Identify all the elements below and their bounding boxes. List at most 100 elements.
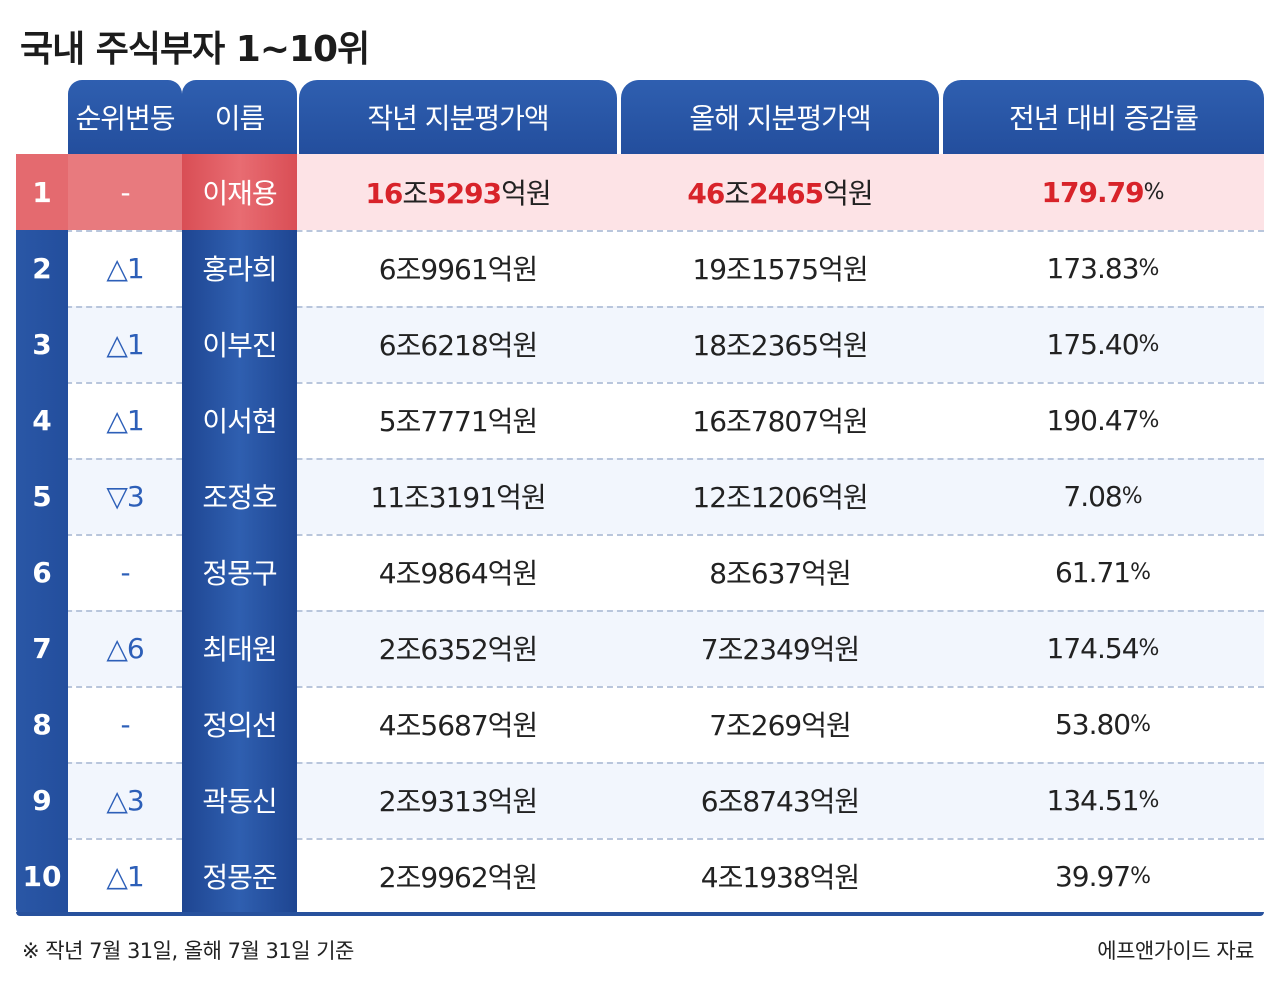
last-year-value-part: 억원 — [487, 861, 539, 894]
this-year-value-part: 조 — [726, 405, 752, 438]
this-year-value-part: 2465 — [749, 177, 824, 210]
change-rate-value: 61.71 — [1054, 555, 1131, 589]
last-year-value-cell: 6조9961억원 — [297, 230, 619, 306]
this-year-value-part: 7 — [700, 633, 719, 666]
rank-cell: 4 — [32, 403, 52, 437]
last-year-value-part: 6352 — [420, 633, 488, 666]
last-year-value-part: 2 — [378, 633, 397, 666]
change-column-top-highlight — [68, 154, 182, 230]
this-year-value-cell: 4조1938억원 — [619, 838, 941, 914]
this-year-value-part: 억원 — [809, 633, 861, 666]
this-year-value-part: 조 — [726, 481, 752, 514]
last-year-value-part: 조 — [395, 557, 422, 590]
this-year-value-part: 7 — [709, 709, 727, 742]
header-change-rate: 전년 대비 증감률 — [943, 80, 1264, 154]
change-rate-unit: % — [1121, 483, 1143, 509]
name-cell: 이재용 — [202, 177, 277, 210]
rank-change-cell: - — [120, 707, 130, 741]
this-year-value-part: 8743 — [742, 785, 810, 818]
row-separator — [16, 306, 1264, 308]
this-year-value-part: 2365 — [750, 329, 819, 362]
last-year-value-part: 억원 — [496, 481, 547, 514]
last-year-value-part: 9961 — [420, 253, 488, 286]
this-year-value: 18조2365억원 — [692, 324, 868, 364]
this-year-value: 16조7807억원 — [692, 400, 869, 440]
header-this-year-value: 올해 지분평가액 — [621, 80, 939, 154]
table-bottom-border — [16, 912, 1264, 916]
change-rate-cell: 175.40% — [941, 306, 1264, 382]
this-year-value-cell: 6조8743억원 — [619, 762, 941, 838]
last-year-value-cell: 4조9864억원 — [297, 534, 619, 610]
rank-change-cell: △6 — [106, 631, 144, 665]
this-year-value-part: 637 — [750, 557, 802, 590]
ranking-table: 순위변동 이름 작년 지분평가액 올해 지분평가액 전년 대비 증감률 1 - 이재… — [16, 80, 1264, 916]
header-name: 이름 — [182, 80, 297, 154]
last-year-value-part: 9962 — [420, 861, 488, 894]
change-rate-unit: % — [1130, 711, 1151, 737]
this-year-value-cell: 7조2349억원 — [619, 610, 941, 686]
last-year-value: 2조9962억원 — [379, 856, 539, 896]
last-year-value: 16조5293억원 — [365, 172, 552, 212]
last-year-value-part: 6 — [378, 253, 397, 286]
rank-change-cell: △1 — [106, 859, 144, 893]
this-year-value-part: 16 — [692, 405, 727, 438]
this-year-value-part: 조 — [717, 633, 744, 666]
row-separator — [16, 230, 1264, 232]
this-year-value-part: 조 — [717, 861, 744, 894]
rank-cell: 7 — [32, 631, 52, 665]
change-rate-cell: 134.51% — [941, 762, 1264, 838]
last-year-value-cell: 16조5293억원 — [297, 154, 619, 230]
this-year-value-part: 1206 — [750, 481, 819, 514]
rank-cell: 3 — [32, 327, 52, 361]
change-rate-value: 7.08 — [1063, 479, 1122, 513]
change-rate-unit: % — [1138, 787, 1160, 813]
name-cell: 정의선 — [202, 709, 277, 742]
last-year-value-part: 억원 — [501, 177, 552, 210]
this-year-value-part: 억원 — [818, 405, 869, 438]
this-year-value-part: 억원 — [818, 481, 869, 514]
rank-cell: 9 — [32, 783, 52, 817]
this-year-value-cell: 46조2465억원 — [619, 154, 941, 230]
this-year-value-part: 1575 — [750, 253, 819, 286]
this-year-value-part: 12 — [692, 481, 727, 514]
rank-change-cell: △1 — [106, 327, 144, 361]
this-year-value-part: 억원 — [801, 709, 852, 742]
this-year-value-part: 8 — [709, 557, 727, 590]
change-rate-cell: 53.80% — [941, 686, 1264, 762]
last-year-value-part: 억원 — [487, 253, 539, 286]
change-rate-cell: 7.08% — [941, 458, 1264, 534]
last-year-value-part: 조 — [395, 253, 422, 286]
last-year-value-part: 억원 — [487, 405, 539, 438]
this-year-value-part: 억원 — [818, 253, 869, 286]
rank-cell: 8 — [32, 707, 52, 741]
this-year-value-part: 억원 — [823, 177, 874, 210]
row-separator — [16, 686, 1264, 688]
last-year-value-part: 조 — [395, 709, 422, 742]
row-separator — [16, 458, 1264, 460]
rank-column-top-highlight — [16, 154, 68, 230]
this-year-value-part: 억원 — [809, 785, 861, 818]
this-year-value-part: 조 — [726, 557, 752, 590]
change-rate-unit: % — [1138, 407, 1160, 433]
last-year-value-part: 3191 — [428, 481, 497, 514]
last-year-value-cell: 4조5687억원 — [297, 686, 619, 762]
last-year-value-part: 억원 — [487, 785, 539, 818]
last-year-value-part: 억원 — [487, 557, 539, 590]
last-year-value-part: 4 — [378, 557, 397, 590]
last-year-value-cell: 2조9962억원 — [297, 838, 619, 914]
last-year-value-part: 4 — [378, 709, 397, 742]
name-cell: 조정호 — [202, 481, 277, 514]
change-rate-cell: 61.71% — [941, 534, 1264, 610]
this-year-value-part: 억원 — [809, 861, 861, 894]
last-year-value-cell: 2조6352억원 — [297, 610, 619, 686]
last-year-value-part: 5 — [378, 405, 397, 438]
change-rate-value: 175.40 — [1046, 327, 1140, 361]
this-year-value-part: 7807 — [750, 405, 819, 438]
rank-change-cell: △3 — [106, 783, 144, 817]
last-year-value-part: 2 — [378, 785, 397, 818]
name-cell: 정몽준 — [202, 861, 277, 894]
last-year-value: 2조6352억원 — [378, 628, 538, 668]
page-title: 국내 주식부자 1~10위 — [20, 29, 370, 70]
change-rate-value: 173.83 — [1046, 251, 1140, 285]
last-year-value-part: 11 — [370, 481, 405, 514]
